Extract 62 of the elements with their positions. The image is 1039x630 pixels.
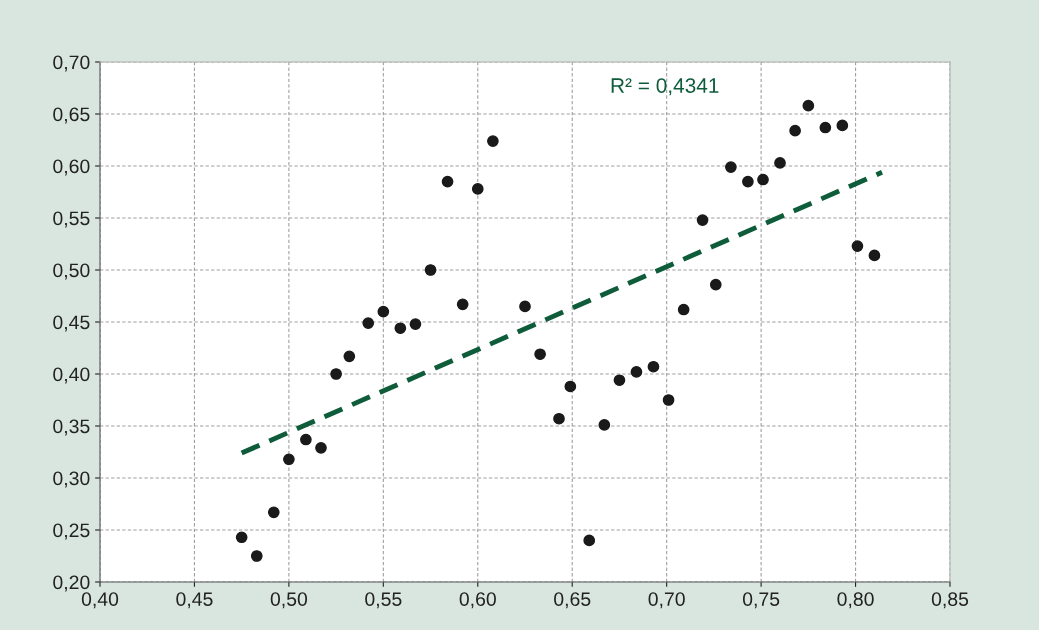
annotation: R² = 0,4341 (611, 78, 719, 96)
point (424, 264, 437, 276)
y-tick-label: 0,50 (53, 263, 90, 280)
point (725, 161, 737, 173)
point (677, 303, 690, 316)
point (757, 173, 769, 186)
point (456, 298, 469, 311)
x-tick-label: 0,50 (270, 592, 308, 609)
point (487, 135, 499, 147)
point (250, 550, 263, 562)
x-tick-label: 0,65 (554, 592, 591, 609)
point (362, 317, 375, 329)
point (868, 249, 881, 262)
point (553, 412, 565, 425)
y-tick-label: 0,30 (53, 471, 90, 488)
point (630, 366, 643, 378)
point (564, 380, 577, 393)
point (315, 441, 327, 454)
x-tick-label: 0,40 (81, 592, 119, 609)
point (343, 350, 356, 363)
x-tick-label: 0,70 (648, 592, 685, 609)
point (471, 183, 484, 195)
point (802, 99, 815, 112)
point (774, 157, 786, 169)
point (394, 322, 407, 335)
point (709, 278, 722, 291)
x-tick-label: 0,85 (931, 592, 969, 609)
point (377, 305, 390, 318)
x-tick-label: 0,75 (742, 592, 780, 609)
x-tick-label: 0,80 (837, 592, 874, 609)
y-tick-label: 0,25 (53, 523, 90, 540)
point (662, 394, 675, 406)
point (851, 240, 864, 252)
x-tick-label: 0,60 (459, 592, 496, 609)
point (819, 121, 832, 134)
point (613, 374, 626, 387)
point (235, 531, 248, 544)
point (583, 534, 596, 547)
y-tick-label: 0,70 (53, 55, 90, 72)
point (696, 214, 709, 226)
x-tick-label: 0,55 (365, 592, 402, 609)
x-tick-label: 0,45 (176, 592, 213, 609)
y-tick-label: 0,65 (53, 107, 90, 124)
point (789, 124, 801, 137)
point (598, 419, 611, 431)
y-tick-label: 0,55 (53, 211, 90, 228)
point (836, 119, 849, 132)
point (742, 175, 754, 188)
y-tick-label: 0,45 (53, 315, 90, 332)
point (441, 175, 454, 188)
point (330, 368, 342, 380)
y-tick-label: 0,40 (53, 367, 90, 384)
point (647, 360, 660, 373)
point (283, 453, 295, 466)
point (267, 506, 280, 519)
point (300, 433, 312, 446)
y-tick-label: 0,60 (53, 159, 90, 176)
point (409, 318, 422, 330)
y-tick-label: 0,35 (53, 419, 90, 436)
y-tick-label: 0,20 (53, 575, 90, 592)
point (519, 300, 531, 313)
point (534, 348, 546, 361)
